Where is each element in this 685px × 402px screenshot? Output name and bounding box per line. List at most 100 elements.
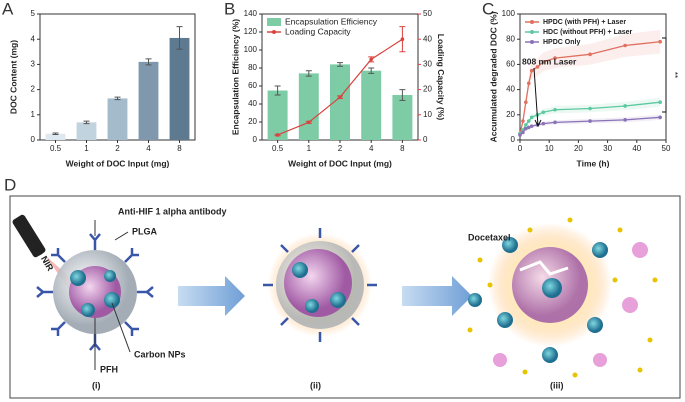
point [658,115,662,120]
y2-tick-label: 40 [423,34,432,43]
point [521,119,525,123]
y-axis-label: DOC Content (mg) [8,40,18,114]
y-tick-label: 100 [244,45,258,54]
point [553,56,557,60]
y-tick-label: 80 [248,63,257,72]
stage-label: (iii) [550,380,564,390]
annotation: 808 nm Laser [522,56,577,66]
annotation: ** [670,72,679,78]
pfh-label: PFH [100,364,118,374]
y-tick-label: 40 [248,99,257,108]
point [529,68,534,73]
error-bar [368,56,375,63]
band [520,29,661,135]
error-bar [337,95,343,99]
legend-swatch [530,20,534,24]
drug-label: Docetaxel [468,232,511,242]
y-tick-label: 0 [511,135,516,144]
arrow [402,276,472,316]
point [518,133,522,137]
point [623,118,627,122]
point [588,52,592,57]
x-tick-label: 8 [177,144,182,153]
legend-label: HPDC Only [543,39,580,46]
bar [298,73,319,140]
point [658,39,662,44]
y-tick-label: 0 [253,135,258,144]
point [588,106,592,111]
point [526,119,531,123]
panel-label: D [4,175,16,194]
bar [392,95,413,140]
y-tick-label: 0 [31,135,36,144]
bar [76,122,97,140]
bar [138,61,159,140]
x-tick-label: 0.5 [272,144,284,153]
legend-label: HDC (without PFH) + Laser [543,29,633,36]
point [623,104,627,108]
x-tick-label: 4 [369,144,374,153]
y2-tick-label: 10 [423,110,432,119]
arrow [178,276,245,316]
y2-tick-label: 30 [423,60,432,69]
y-tick-label: 40 [506,85,515,94]
x-tick-label: 10 [545,144,554,153]
panel-label: B [224,0,235,18]
laser-label: 808 nm NIR [22,225,55,273]
error-bar [114,96,121,101]
x-tick-label: 2 [115,144,120,153]
error-bar [176,26,183,50]
x-tick-label: 30 [603,144,612,153]
point [526,125,531,130]
error-bar [337,62,343,67]
y2-tick-label: 50 [423,9,432,18]
nanoparticle [263,228,377,342]
x-tick-label: 2 [338,144,343,153]
panel-label: C [482,0,494,18]
stage-label: (ii) [310,380,321,390]
y-tick-label: 60 [248,81,257,90]
bar [169,37,190,140]
y-tick-label: 140 [244,9,258,18]
plga-label: PLGA [132,226,158,236]
y-tick-label: 20 [248,117,257,126]
point [524,123,528,127]
y-tick-label: 1 [31,110,36,119]
x-tick-label: 0 [518,144,523,153]
band [520,97,661,135]
y-tick-label: 60 [506,60,515,69]
legend-swatch [530,40,534,44]
y2-tick-label: 0 [423,135,428,144]
legend-label: Encapsulation Efficiency [285,16,378,26]
legend-label: HPDC (with PFH) + Laser [543,19,626,26]
error-bar [399,89,406,101]
error-bar [274,85,281,96]
y-axis-label: Accumulated degraded DOC (%) [488,11,498,142]
x-tick-label: 20 [574,144,583,153]
band [520,114,661,136]
bar [330,64,350,140]
x-axis-label: Weight of DOC Input (mg) [288,158,392,168]
point [541,121,546,126]
error-bar [274,133,281,137]
bar [45,133,66,140]
x-tick-label: 8 [400,144,405,153]
nanoparticle [36,220,154,370]
point [524,126,528,131]
point [529,115,534,120]
x-axis-label: Weight of DOC Input (mg) [66,158,170,168]
point [535,65,540,69]
panel-label: A [2,0,14,18]
error-bar [368,67,375,74]
point [623,43,627,48]
point [553,107,557,112]
y-tick-label: 5 [31,9,36,18]
bracket [662,37,667,113]
legend-swatch [530,30,534,34]
error-bar [305,70,312,77]
carbon-label: Carbon NPs [134,349,186,359]
point [529,124,534,128]
bar [267,90,288,140]
